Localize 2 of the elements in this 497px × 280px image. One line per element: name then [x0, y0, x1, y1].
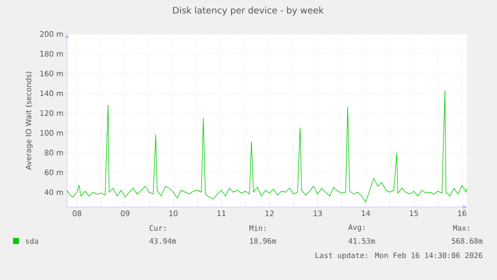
chart-title: Disk latency per device - by week [173, 6, 324, 16]
line-series [67, 90, 468, 202]
